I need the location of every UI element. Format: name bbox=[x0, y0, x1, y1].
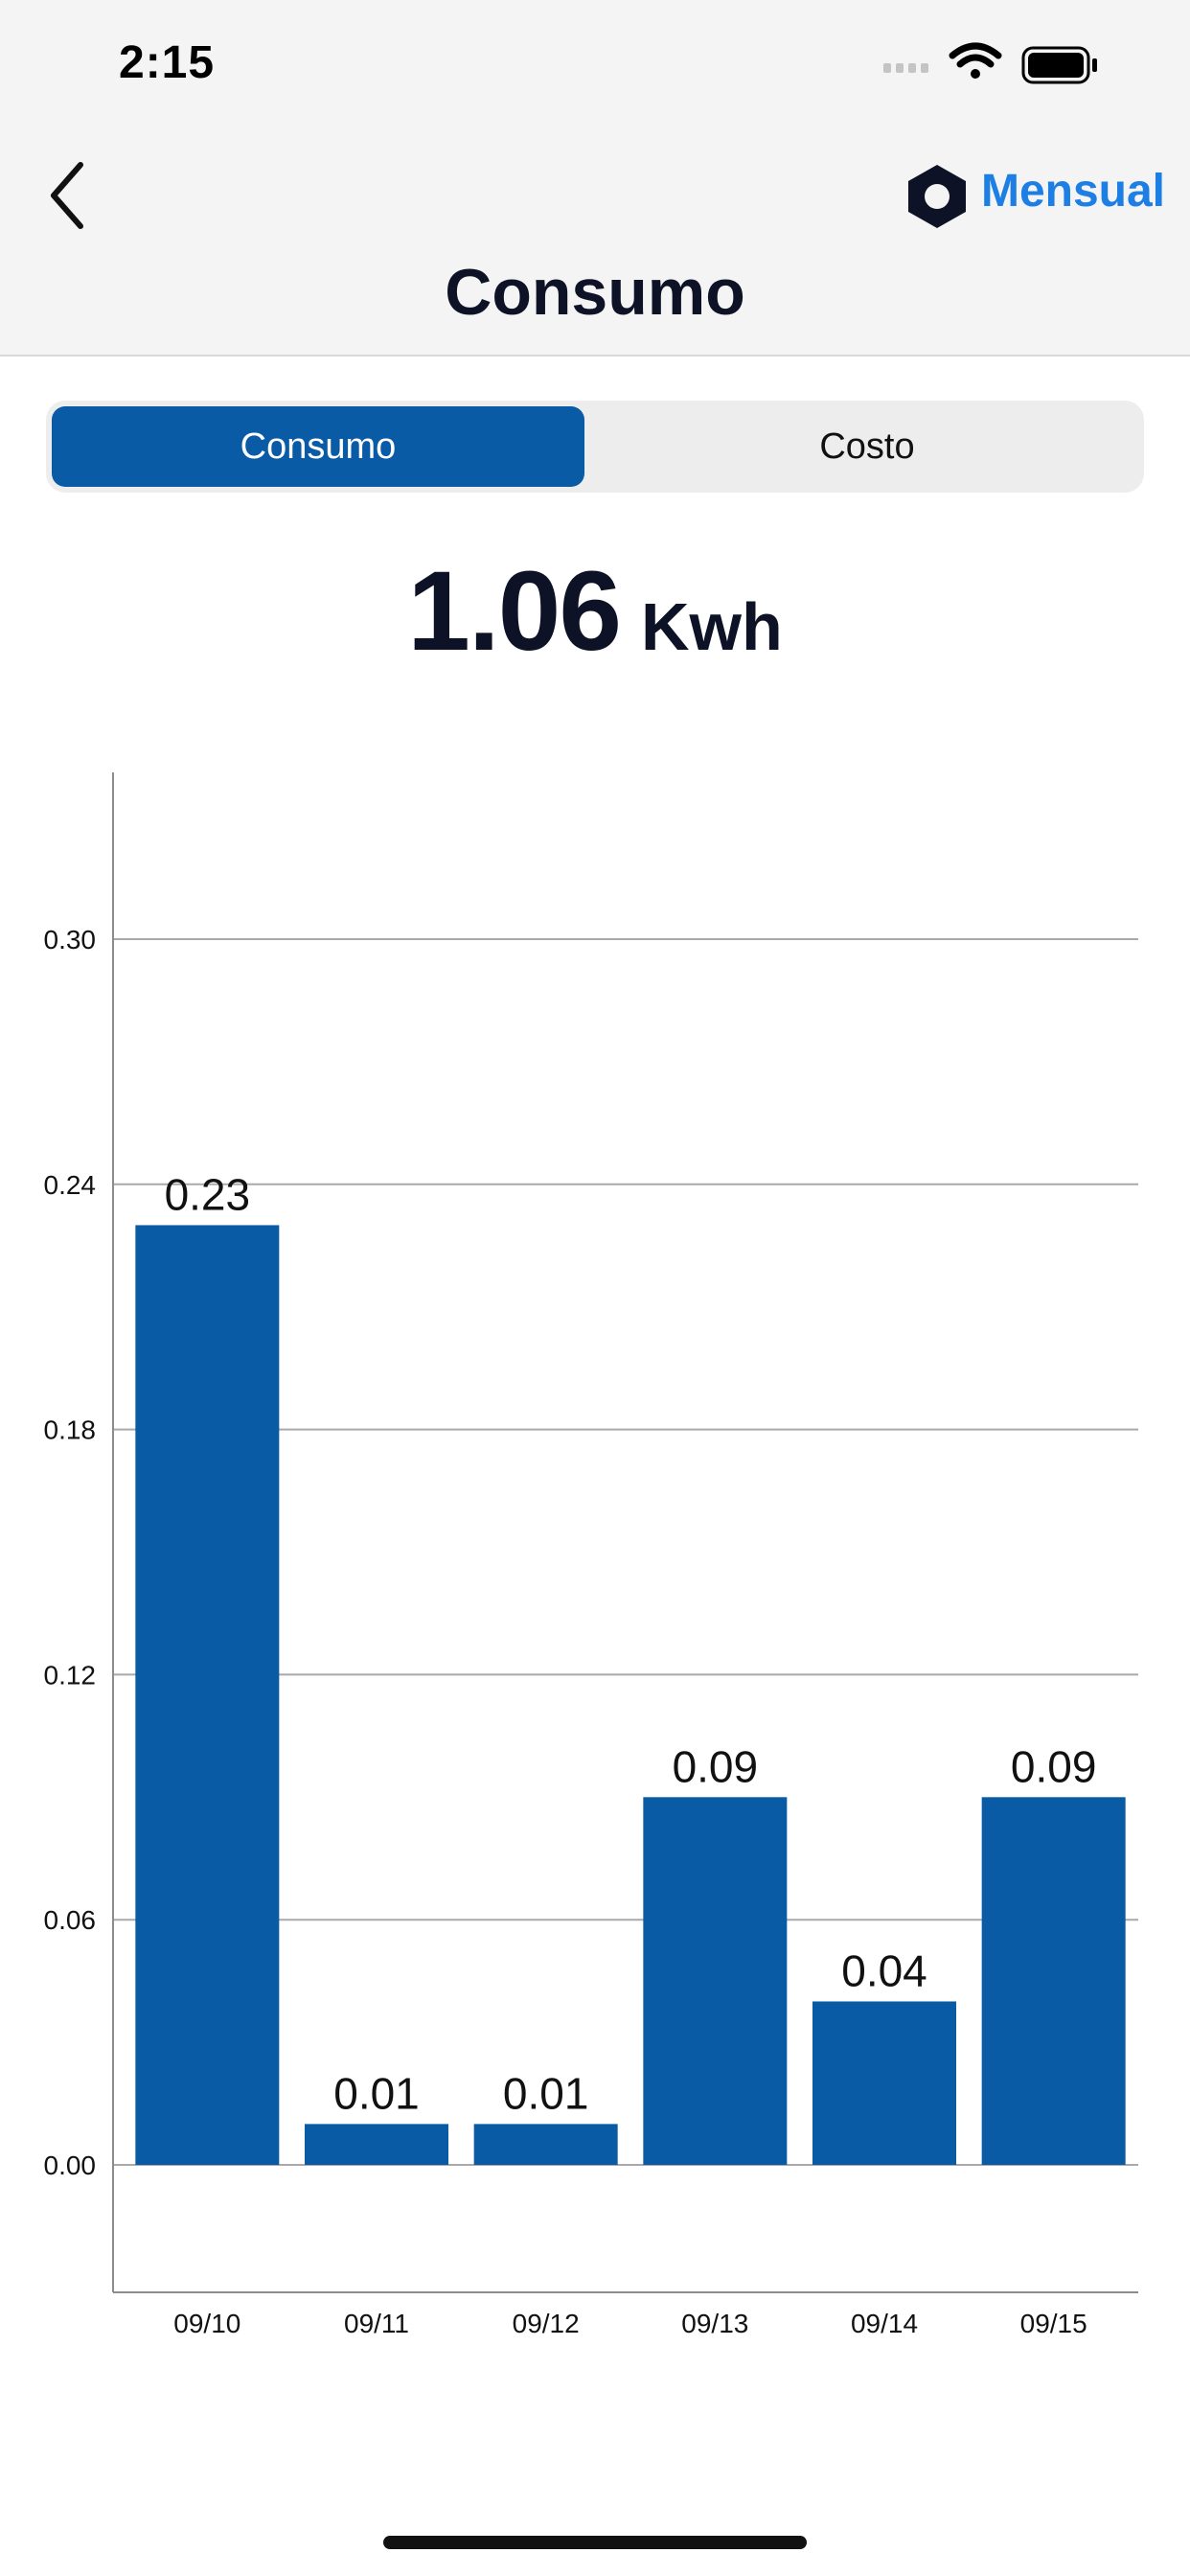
y-tick-label: 0.18 bbox=[44, 1415, 97, 1445]
bar bbox=[473, 2124, 618, 2165]
total-consumption: 1.06 Kwh bbox=[0, 546, 1190, 677]
hexagon-nut-icon[interactable] bbox=[906, 163, 968, 230]
bar-value-label: 0.01 bbox=[503, 2068, 589, 2118]
bar-value-label: 0.01 bbox=[333, 2068, 420, 2118]
y-tick-label: 0.30 bbox=[44, 925, 97, 954]
x-tick-label: 09/12 bbox=[513, 2309, 580, 2338]
chevron-left-icon bbox=[51, 162, 83, 229]
battery-icon bbox=[1021, 46, 1097, 84]
x-tick-label: 09/15 bbox=[1020, 2309, 1087, 2338]
segment-costo[interactable]: Costo bbox=[819, 426, 915, 467]
page-title: Consumo bbox=[445, 256, 745, 329]
signal-icon bbox=[883, 63, 928, 73]
y-tick-label: 0.12 bbox=[44, 1660, 97, 1690]
total-unit: Kwh bbox=[640, 589, 783, 664]
bar-value-label: 0.09 bbox=[673, 1741, 759, 1791]
bar bbox=[981, 1797, 1126, 2165]
home-indicator bbox=[383, 2536, 807, 2549]
segment-consumo[interactable]: Consumo bbox=[52, 406, 584, 487]
bar-value-label: 0.04 bbox=[841, 1945, 927, 1995]
x-tick-label: 09/10 bbox=[173, 2309, 240, 2338]
bar bbox=[643, 1797, 788, 2165]
period-selector-link[interactable]: Mensual bbox=[980, 166, 1165, 217]
y-tick-label: 0.24 bbox=[44, 1170, 97, 1200]
status-time: 2:15 bbox=[119, 37, 216, 88]
bar bbox=[812, 2001, 956, 2165]
y-tick-label: 0.00 bbox=[44, 2150, 97, 2180]
bar-value-label: 0.09 bbox=[1011, 1741, 1097, 1791]
x-tick-label: 09/11 bbox=[344, 2309, 409, 2338]
back-button[interactable] bbox=[38, 153, 96, 240]
status-icons bbox=[883, 42, 1097, 84]
segmented-control: Consumo Costo bbox=[46, 401, 1144, 493]
bar-value-label: 0.23 bbox=[165, 1169, 251, 1219]
x-tick-label: 09/13 bbox=[681, 2309, 748, 2338]
y-tick-label: 0.06 bbox=[44, 1905, 97, 1935]
bar bbox=[135, 1225, 280, 2165]
total-value: 1.06 bbox=[407, 548, 622, 675]
bar bbox=[305, 2124, 448, 2165]
wifi-icon bbox=[949, 42, 1002, 79]
x-tick-label: 09/14 bbox=[851, 2309, 918, 2338]
navigation-bar: 2:15 Mens bbox=[0, 0, 1190, 356]
